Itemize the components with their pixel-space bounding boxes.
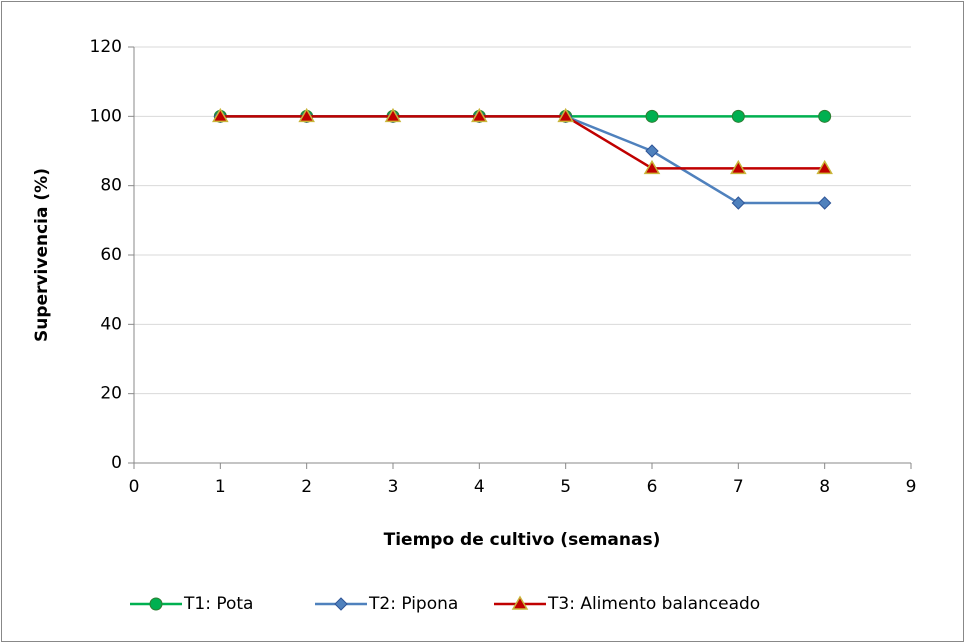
x-tick-label: 1 bbox=[215, 477, 226, 497]
legend-label: T1: Pota bbox=[183, 594, 253, 614]
y-tick-label: 120 bbox=[90, 37, 122, 57]
x-tick-label: 8 bbox=[819, 477, 830, 497]
y-tick-label: 20 bbox=[100, 384, 122, 404]
marker bbox=[212, 107, 229, 123]
x-tick-label: 5 bbox=[560, 477, 571, 497]
marker bbox=[816, 159, 833, 175]
y-tick-label: 0 bbox=[111, 453, 122, 473]
marker bbox=[730, 159, 747, 175]
y-tick-label: 80 bbox=[100, 176, 122, 196]
marker bbox=[298, 107, 315, 123]
x-tick-label: 7 bbox=[733, 477, 744, 497]
marker bbox=[149, 597, 163, 611]
y-tick-label: 60 bbox=[100, 245, 122, 265]
x-tick-label: 2 bbox=[301, 477, 312, 497]
marker bbox=[817, 196, 832, 210]
x-axis-label: Tiempo de cultivo (semanas) bbox=[384, 530, 661, 550]
marker bbox=[645, 144, 659, 158]
x-tick-label: 6 bbox=[647, 477, 658, 497]
marker bbox=[471, 107, 488, 123]
x-tick-label: 4 bbox=[474, 477, 485, 497]
y-tick-label: 40 bbox=[100, 314, 122, 334]
marker bbox=[334, 597, 348, 611]
marker bbox=[557, 107, 574, 123]
y-tick-label: 100 bbox=[90, 106, 122, 126]
marker bbox=[511, 595, 529, 610]
marker bbox=[645, 109, 659, 123]
marker bbox=[818, 109, 832, 123]
marker bbox=[731, 109, 745, 123]
marker bbox=[731, 196, 746, 210]
series-line bbox=[220, 115, 825, 170]
marker bbox=[643, 159, 661, 175]
y-axis-label: Supervivencia (%) bbox=[32, 168, 52, 342]
legend-label: T2: Pipona bbox=[368, 594, 458, 614]
legend-label: T3: Alimento balanceado bbox=[547, 594, 760, 614]
marker bbox=[384, 107, 402, 123]
x-tick-label: 3 bbox=[388, 477, 399, 497]
x-tick-label: 9 bbox=[906, 477, 917, 497]
x-tick-label: 0 bbox=[129, 477, 140, 497]
